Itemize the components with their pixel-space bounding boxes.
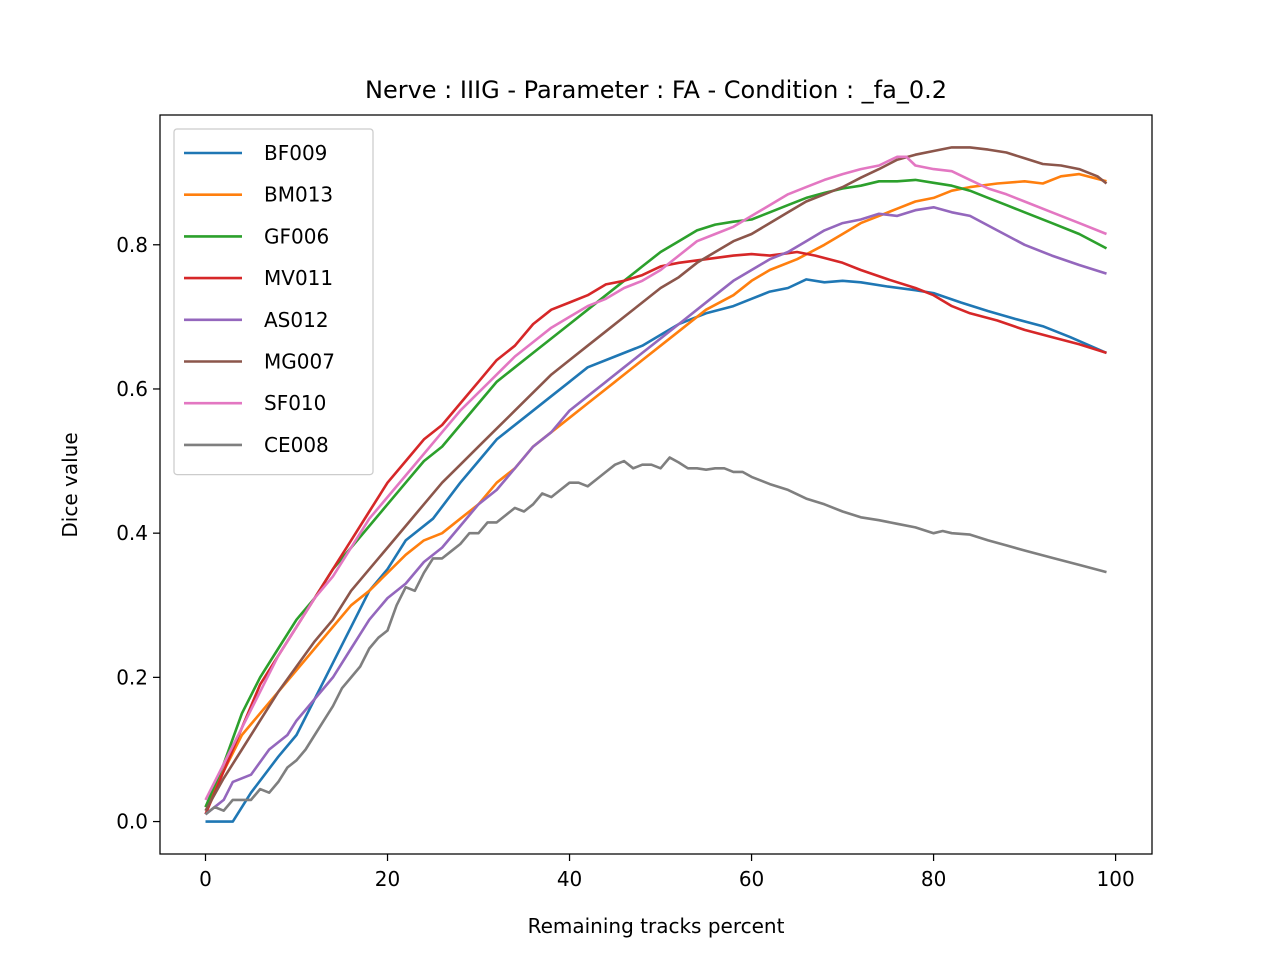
legend-box [173,128,374,476]
y-tick-label: 0.4 [116,521,148,545]
y-axis-label: Dice value [58,432,82,537]
chart-title: Nerve : IIIG - Parameter : FA - Conditio… [365,76,947,104]
x-tick-label: 40 [557,867,582,891]
series-line-mv011 [204,250,1107,815]
series-line-sf010 [204,155,1107,801]
legend-label-bm013: BM013 [264,183,333,207]
y-tick-label: 0.2 [116,665,148,689]
y-tick-label: 0.6 [116,377,148,401]
x-tick-label: 100 [1097,867,1135,891]
y-axis: 0.0 0.2 0.4 0.6 0.8 [116,233,160,834]
x-axis: 0 20 40 60 80 100 [199,854,1135,891]
legend-label-gf006: GF006 [264,224,329,248]
legend-label-as012: AS012 [264,308,329,332]
y-tick-label: 0.0 [116,810,148,834]
x-tick-label: 0 [199,867,212,891]
legend-label-mg007: MG007 [264,350,335,374]
plot-frame [159,114,1153,855]
x-axis-label: Remaining tracks percent [528,914,785,938]
series-line-bm013 [204,172,1107,808]
legend-label-bf009: BF009 [264,141,327,165]
x-tick-label: 80 [921,867,946,891]
x-tick-label: 20 [375,867,400,891]
legend-label-mv011: MV011 [264,266,333,290]
plot-area [204,146,1108,823]
series-line-mg007 [204,146,1108,812]
y-tick-label: 0.8 [116,233,148,257]
legend-label-sf010: SF010 [264,391,326,415]
legend-label-ce008: CE008 [264,433,329,457]
series-line-bf009 [205,278,1108,823]
x-tick-label: 60 [739,867,764,891]
series-line-as012 [204,206,1107,816]
legend: BF009 BM013 GF006 MV011 AS012 MG007 SF010 CE008 [173,128,374,476]
series-line-ce008 [204,456,1107,816]
